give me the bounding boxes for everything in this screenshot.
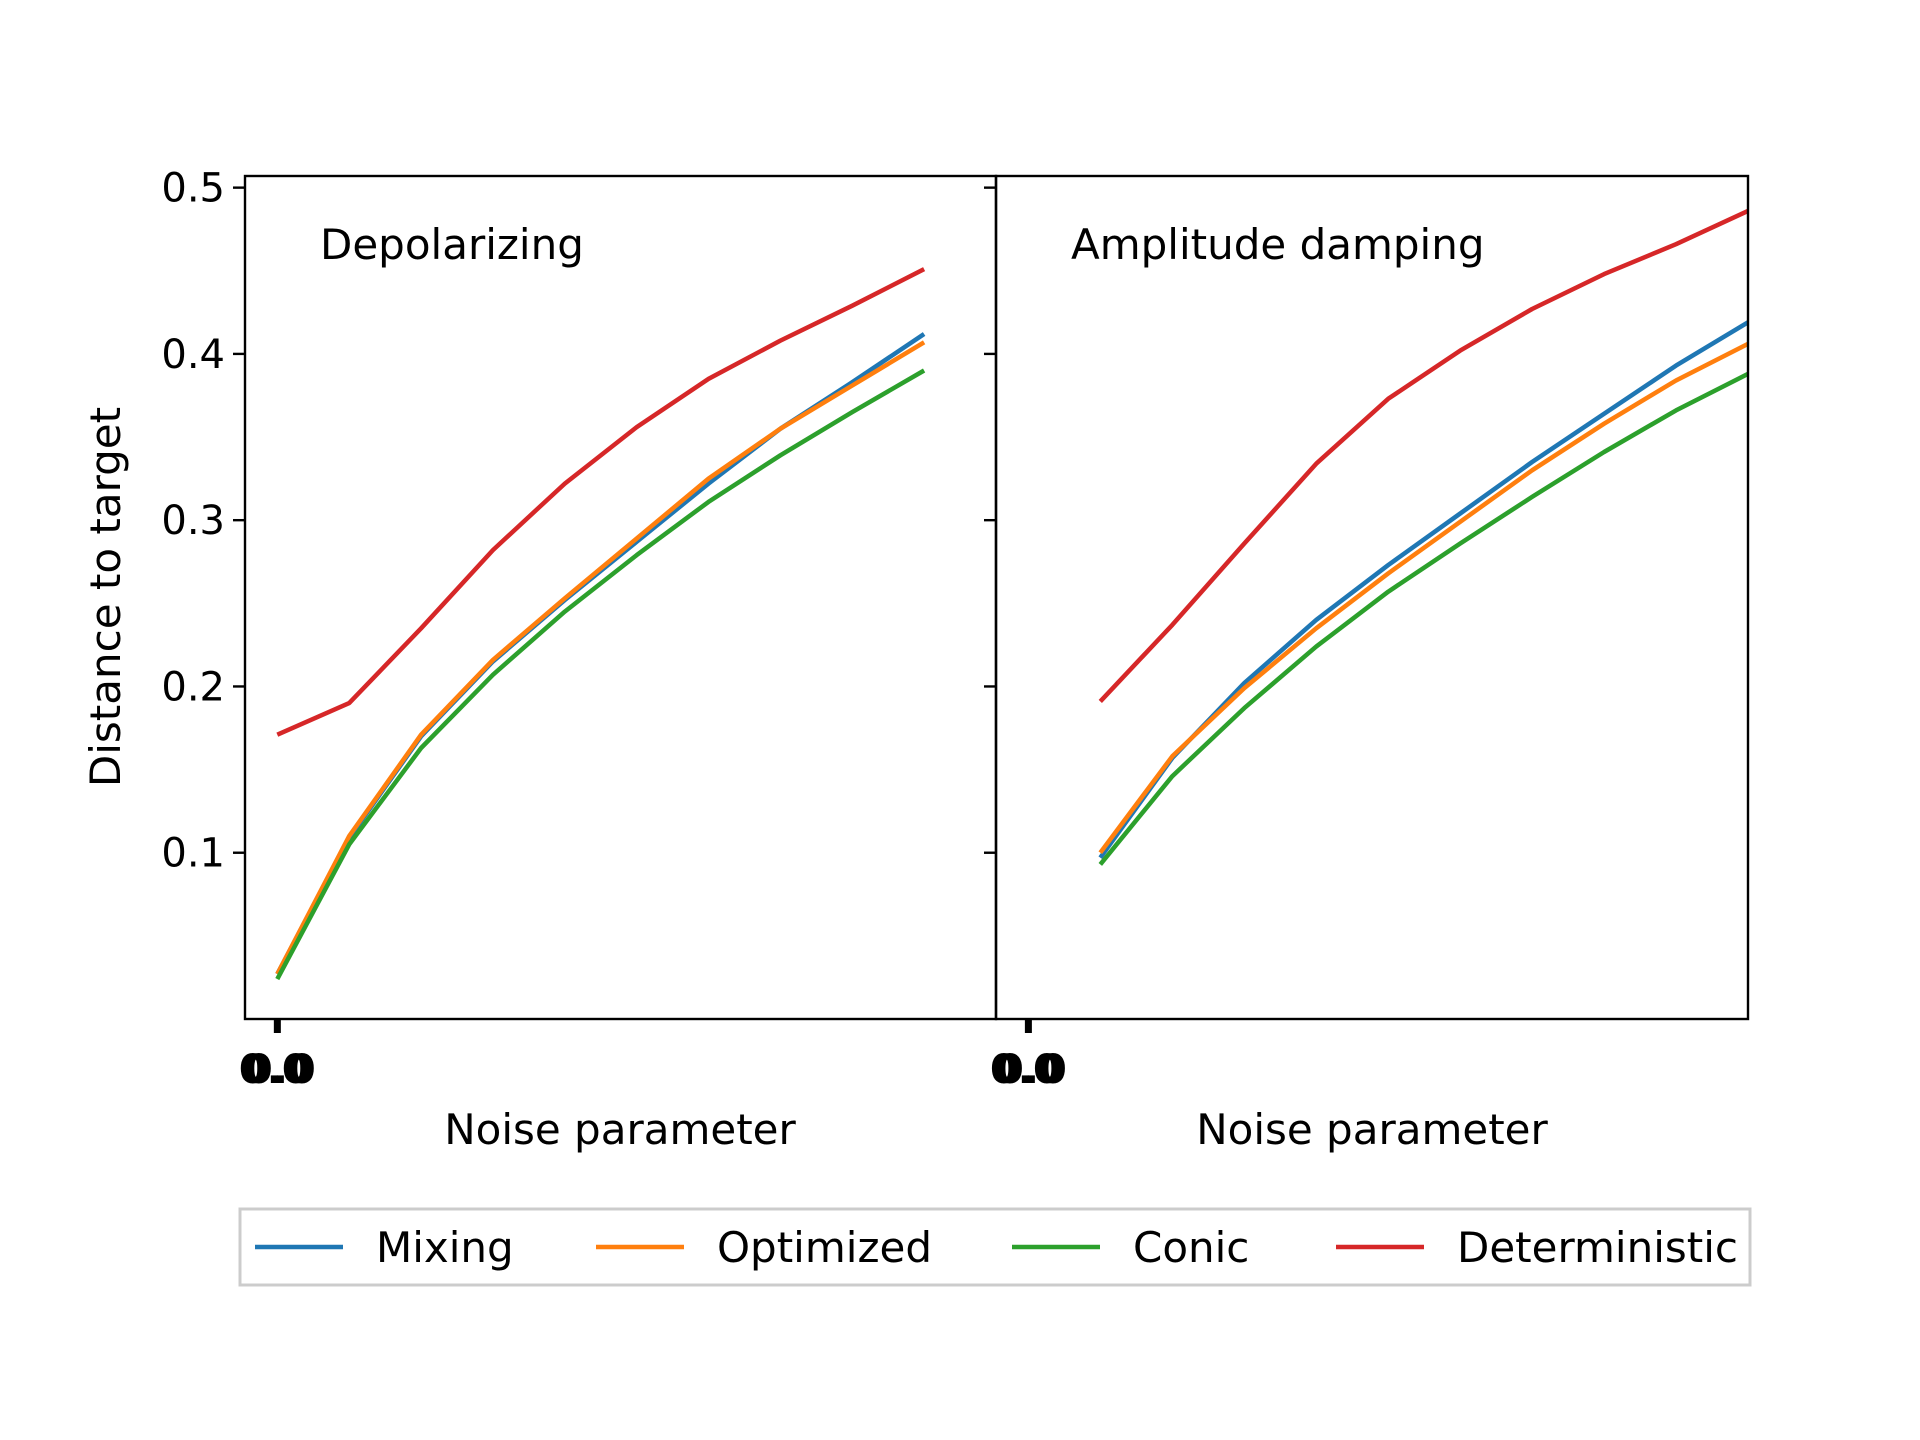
series-line-deterministic bbox=[276, 267, 926, 737]
legend-label-mixing: Mixing bbox=[376, 1223, 514, 1272]
panel-title: Amplitude damping bbox=[1071, 220, 1485, 269]
panel-amplitude-damping: 0.00.0 Amplitude damping Noise parameter bbox=[984, 174, 1750, 1154]
series-line-optimized bbox=[1098, 341, 1750, 855]
y-axis-label: Distance to target bbox=[81, 407, 130, 787]
legend-label-deterministic: Deterministic bbox=[1457, 1223, 1738, 1272]
series-line-optimized bbox=[275, 340, 926, 976]
panel-title: Depolarizing bbox=[320, 220, 584, 269]
plot-frame bbox=[994, 174, 1750, 1021]
legend-entries: Mixing Optimized Conic Deterministic bbox=[255, 1223, 1738, 1272]
y-tick-label: 0.1 bbox=[161, 831, 225, 877]
x-axis-label: Noise parameter bbox=[1196, 1105, 1548, 1154]
y-axis-ticks: 0.1 0.2 0.3 0.4 0.5 bbox=[161, 166, 245, 877]
panel-depolarizing: 0.1 0.2 0.3 0.4 0.5 0.00.0 Depolarizing Nois… bbox=[161, 166, 998, 1154]
legend-label-optimized: Optimized bbox=[717, 1223, 932, 1272]
x-tick-label: 0.0 bbox=[239, 1047, 310, 1093]
y-axis-ticks bbox=[984, 186, 996, 854]
legend-box bbox=[238, 1207, 1752, 1287]
series-line-conic bbox=[275, 368, 926, 981]
x-tick-label: 0.0 bbox=[990, 1047, 1061, 1093]
y-tick-label: 0.3 bbox=[161, 498, 225, 544]
x-axis-label: Noise parameter bbox=[444, 1105, 796, 1154]
series-line-deterministic bbox=[1098, 208, 1749, 703]
legend: Mixing Optimized Conic Deterministic bbox=[238, 1207, 1752, 1287]
legend-label-conic: Conic bbox=[1133, 1223, 1249, 1272]
y-tick-label: 0.2 bbox=[161, 664, 225, 710]
series-lines bbox=[1098, 208, 1750, 866]
series-line-conic bbox=[1098, 371, 1750, 866]
x-tick-label: 0.0 bbox=[245, 1047, 316, 1093]
y-tick-label: 0.5 bbox=[161, 166, 225, 212]
x-axis-ticks: 0.00.0 bbox=[239, 1019, 316, 1093]
y-tick-label: 0.4 bbox=[161, 332, 225, 378]
series-lines bbox=[275, 267, 926, 981]
x-axis-ticks: 0.00.0 bbox=[990, 1019, 1067, 1093]
x-tick-label: 0.0 bbox=[996, 1047, 1067, 1093]
